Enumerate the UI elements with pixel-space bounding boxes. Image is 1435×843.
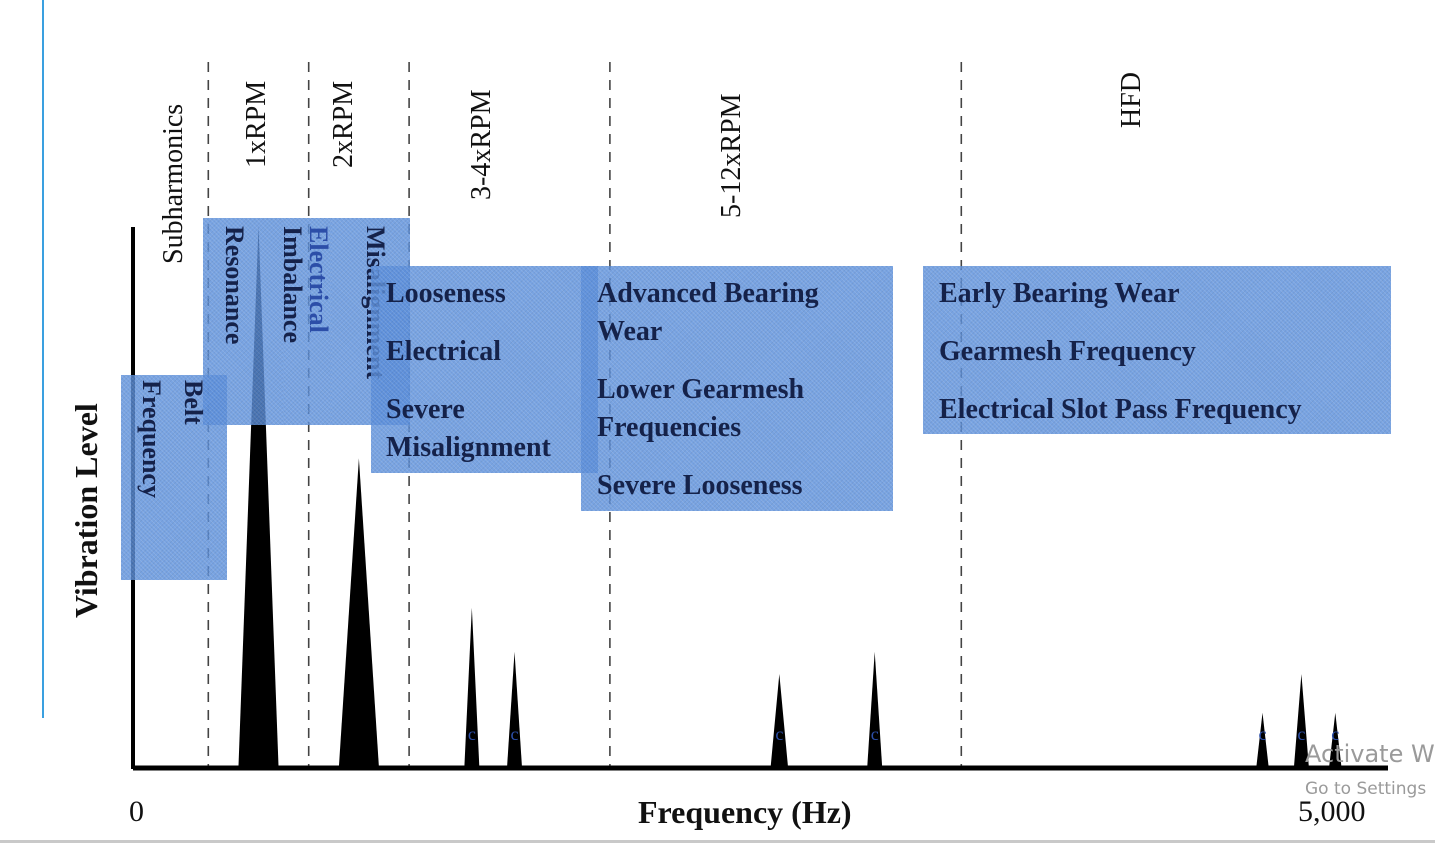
peak-label: c — [871, 724, 879, 744]
zone-label-hfd: HFD — [1116, 71, 1147, 128]
zone-label-subharmonics: Subharmonics — [158, 103, 189, 264]
electrical-imbalance-box — [283, 218, 331, 425]
spectrum-peak — [238, 226, 279, 768]
lower-gearmesh-label: Lower Gearmesh — [597, 374, 805, 405]
severe-label: Severe — [386, 394, 465, 425]
resonance-box — [203, 218, 283, 425]
y-axis-title: Vibration Level — [68, 403, 104, 618]
spectrum-peak — [770, 673, 789, 768]
spectrum-peak — [1329, 712, 1342, 768]
spectrum-peak — [867, 651, 883, 768]
severe-looseness-label: Severe Looseness — [597, 470, 803, 501]
x-axis-title: Frequency (Hz) — [638, 794, 852, 830]
group-5-12x-box — [581, 266, 893, 511]
early-bearing-wear-label: Early Bearing Wear — [939, 278, 1180, 309]
peak-label: c — [468, 724, 476, 744]
resonance-label: Resonance — [220, 226, 249, 345]
spectrum-peak — [338, 458, 379, 768]
peak-label: c — [1297, 724, 1305, 744]
activate-watermark: Activate W — [1305, 740, 1435, 768]
electrical-3-4x-label: Electrical — [386, 336, 502, 367]
spectrum-peak — [506, 651, 523, 768]
peak-label: c — [1331, 724, 1339, 744]
zone-label-1xrpm: 1xRPM — [241, 80, 272, 168]
imbalance-label: Imbalance — [278, 226, 307, 343]
spectrum-peak — [464, 607, 480, 768]
zone-label-5-12xrpm: 5-12xRPM — [716, 93, 747, 218]
peak-label: c — [1259, 724, 1267, 744]
settings-watermark: Go to Settings — [1305, 779, 1427, 799]
spectrum-peak — [1293, 673, 1309, 768]
x-tick-max: 5,000 — [1298, 795, 1366, 828]
group-3-4x-box — [371, 266, 598, 473]
gearmesh-frequency-label: Gearmesh Frequency — [939, 336, 1196, 367]
advanced-bearing-label: Advanced Bearing — [597, 278, 819, 309]
frequencies-label: Frequencies — [597, 412, 742, 443]
sidebar-accent-line — [42, 0, 44, 718]
looseness-label: Looseness — [386, 278, 506, 309]
zone-label-3-4xrpm: 3-4xRPM — [466, 89, 497, 200]
peak-label: c — [775, 724, 783, 744]
misalignment-3-4x-label: Misalignment — [386, 432, 551, 463]
electrical-label: Electrical — [304, 226, 333, 333]
frequency-label: Frequency — [137, 380, 166, 498]
spectrum-peak — [1256, 712, 1269, 768]
wear-label: Wear — [597, 316, 663, 347]
group-hfd-box — [923, 266, 1391, 434]
x-tick-min: 0 — [129, 795, 144, 828]
zone-label-2xrpm: 2xRPM — [328, 80, 359, 168]
bottom-divider — [0, 840, 1435, 843]
peak-label: c — [511, 724, 519, 744]
electrical-slot-pass-label: Electrical Slot Pass Frequency — [939, 394, 1302, 425]
